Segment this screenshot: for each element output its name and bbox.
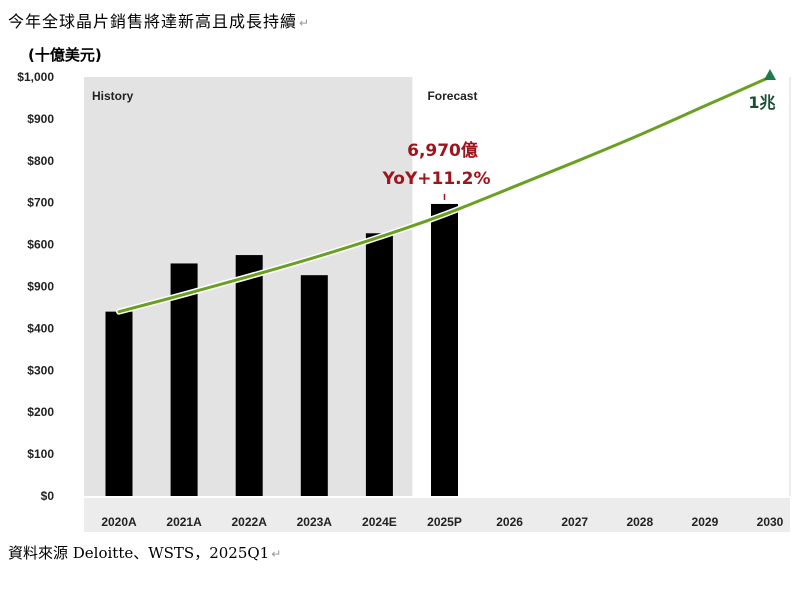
y-tick-label: $1,000 (17, 70, 54, 84)
x-tick-label: 2021A (166, 515, 202, 529)
bar-2024E (365, 233, 393, 497)
target-triangle-icon (764, 69, 776, 80)
x-tick-label: 2026 (496, 515, 523, 529)
forecast-label: Forecast (427, 89, 477, 103)
return-mark: ↵ (299, 16, 311, 30)
y-tick-label: $100 (27, 447, 54, 461)
y-tick-label: $600 (27, 238, 54, 252)
x-tick-label: 2025P (427, 515, 462, 529)
source-note: 資料來源 Deloitte、WSTS，2025Q1 ↵ (8, 542, 281, 563)
x-tick-label: 2029 (692, 515, 719, 529)
y-tick-label: $400 (27, 321, 54, 335)
y-tick-label: $300 (27, 363, 54, 377)
x-tick-label: 2027 (561, 515, 588, 529)
return-mark: ↵ (271, 547, 282, 561)
y-tick-label: $0 (41, 489, 55, 503)
y-tick-label: $900 (27, 112, 54, 126)
x-tick-label: 2028 (626, 515, 653, 529)
y-tick-label: $900 (27, 280, 54, 294)
target-label: 1兆 (748, 93, 775, 112)
x-tick-label: 2030 (757, 515, 784, 529)
bar-2023A (300, 275, 328, 496)
bar-2021A (170, 263, 198, 496)
category-band (84, 498, 790, 532)
trend-line (117, 75, 772, 314)
callout-growth: YoY+11.2% (382, 169, 491, 189)
title-text: 今年全球晶片銷售將達新高且成長持續 (8, 12, 298, 31)
forecast-region (412, 77, 790, 496)
x-tick-label: 2020A (101, 515, 137, 529)
x-tick-label: 2022A (232, 515, 268, 529)
bar-2020A (105, 311, 133, 496)
x-tick-label: 2024E (362, 515, 397, 529)
bar-2025P (431, 203, 458, 496)
y-tick-label: $700 (27, 196, 54, 210)
bar-2022A (235, 255, 263, 496)
callout-value: 6,970億 (407, 140, 478, 161)
x-tick-label: 2023A (297, 515, 333, 529)
page-title: 今年全球晶片銷售將達新高且成長持續 ↵ (8, 8, 310, 32)
history-label: History (92, 89, 134, 103)
source-text: 資料來源 Deloitte、WSTS，2025Q1 (8, 544, 270, 562)
y-tick-label: $800 (27, 154, 54, 168)
y-tick-label: $200 (27, 405, 54, 419)
unit-label: (十億美元) (28, 46, 102, 64)
